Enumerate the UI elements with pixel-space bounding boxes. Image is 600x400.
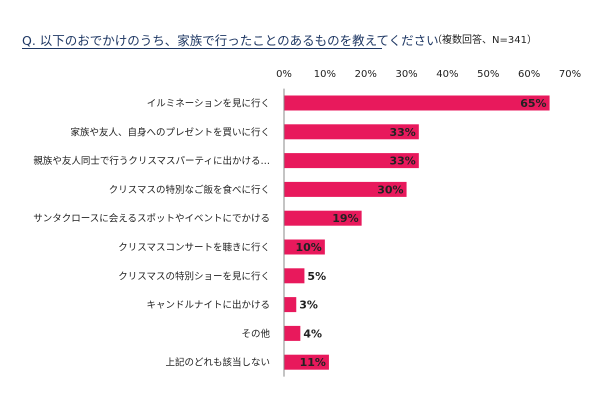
data-label: 11%	[300, 356, 326, 369]
data-labels: 65% 33% 33% 30% 19% 10% 5% 3% 4% 11%	[296, 97, 547, 369]
x-tick-label: 70%	[559, 69, 581, 80]
data-label: 10%	[296, 241, 322, 254]
bar	[284, 297, 297, 313]
bar	[284, 153, 419, 169]
category-label: 親族や友人同士で行うクリスマスパーティに出かける…	[33, 155, 270, 167]
bar	[284, 124, 419, 140]
category-label: 上記のどれも該当しない	[165, 357, 270, 369]
bar	[284, 239, 325, 255]
category-label: クリスマスの特別ショーを見に行く	[118, 270, 270, 282]
data-label: 30%	[377, 183, 403, 196]
x-axis-ticks: 0% 10% 20% 30% 40% 50% 60% 70%	[276, 69, 581, 80]
title-underline	[22, 48, 382, 49]
data-label: 65%	[520, 97, 546, 110]
bar	[284, 325, 301, 341]
x-tick-label: 60%	[518, 69, 540, 80]
category-label: 家族や友人、自身へのプレゼントを買いに行く	[70, 126, 270, 138]
bar	[284, 268, 305, 284]
x-tick-label: 20%	[355, 69, 377, 80]
x-tick-label: 50%	[477, 69, 499, 80]
x-tick-label: 10%	[314, 69, 336, 80]
category-labels: イルミネーションを見に行く家族や友人、自身へのプレゼントを買いに行く親族や友人同…	[33, 98, 270, 369]
category-label: イルミネーションを見に行く	[147, 98, 270, 110]
data-label: 19%	[332, 212, 358, 225]
bar	[284, 210, 362, 226]
chart-title: Q. 以下のおでかけのうち、家族で行ったことのあるものを教えてください	[22, 33, 439, 48]
x-tick-label: 40%	[436, 69, 458, 80]
title-row: Q. 以下のおでかけのうち、家族で行ったことのあるものを教えてください （複数回…	[22, 30, 582, 50]
bar	[284, 354, 329, 370]
category-label: キャンドルナイトに出かける	[146, 299, 270, 311]
category-label: クリスマスの特別なご飯を食べに行く	[109, 184, 270, 196]
data-label: 33%	[389, 155, 415, 168]
data-label: 33%	[389, 126, 415, 139]
bar	[284, 95, 550, 111]
x-tick-label: 30%	[395, 69, 417, 80]
data-label: 4%	[303, 327, 322, 340]
bars	[284, 95, 550, 370]
category-label: サンタクロースに会えるスポットやイベントにでかける	[33, 213, 270, 225]
data-label: 3%	[299, 299, 318, 312]
bar	[284, 181, 407, 197]
sample-note: （複数回答、N=341）	[432, 35, 537, 46]
data-label: 5%	[307, 270, 326, 283]
category-label: クリスマスコンサートを聴きに行く	[118, 242, 270, 254]
category-label: その他	[241, 328, 270, 340]
x-tick-label: 0%	[276, 69, 292, 80]
